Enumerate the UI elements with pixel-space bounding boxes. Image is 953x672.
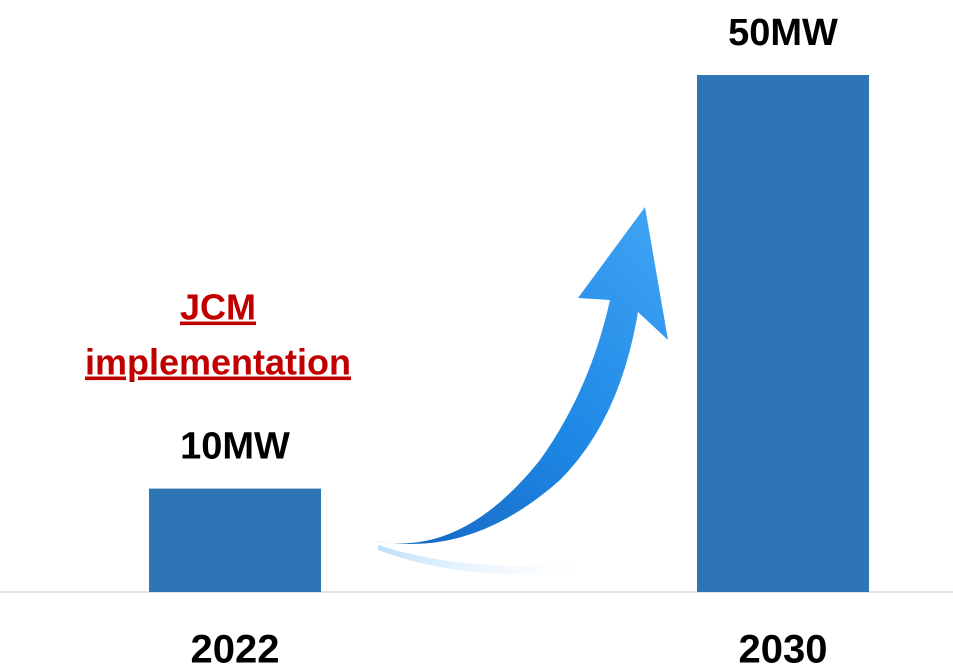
annotation: implementation	[85, 342, 351, 383]
arrow-shadow	[378, 545, 600, 575]
value-label: 50MW	[728, 12, 838, 54]
value-label: 10MW	[180, 426, 290, 468]
bar	[149, 488, 321, 592]
x-tick-label: 2022	[191, 628, 280, 672]
annotation: JCM	[180, 287, 256, 328]
growth-arrow	[372, 207, 668, 544]
x-tick-label: 2030	[739, 628, 828, 672]
bar	[697, 75, 869, 592]
